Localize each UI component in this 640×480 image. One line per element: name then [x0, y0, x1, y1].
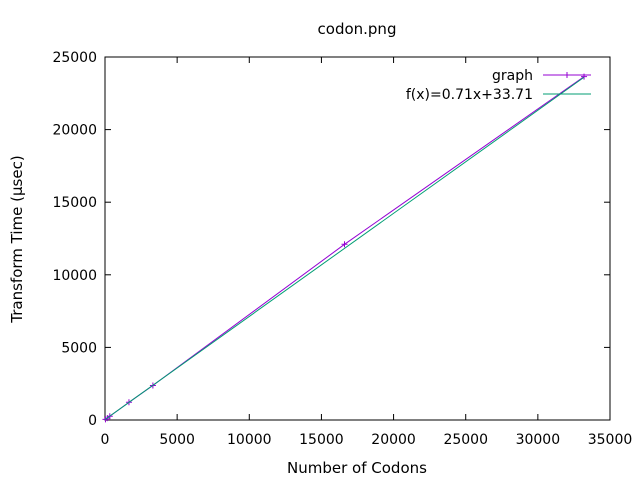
x-tick-label: 25000	[443, 432, 488, 448]
x-axis-label: Number of Codons	[287, 459, 427, 477]
y-tick-label: 20000	[52, 123, 97, 139]
plot-frame	[104, 56, 611, 421]
legend: graph f(x)=0.71x+33.71	[406, 68, 591, 103]
x-tick-label: 5000	[159, 432, 195, 448]
legend-label-0: graph	[492, 68, 533, 84]
x-tick-label: 20000	[371, 432, 416, 448]
legend-marker-0	[564, 72, 570, 78]
y-axis-label: Transform Time (µsec)	[8, 155, 26, 323]
y-tick-label: 10000	[52, 268, 97, 284]
series-layer	[102, 73, 588, 423]
x-tick-label: 10000	[227, 432, 272, 448]
x-axis: 0 5000 10000 15000 20000 25000 30000 35000	[101, 57, 633, 448]
series-line-1	[104, 76, 585, 420]
x-tick-label: 15000	[299, 432, 344, 448]
y-axis: 0 5000 10000 15000 20000 25000	[52, 50, 610, 429]
x-tick-label: 30000	[516, 432, 561, 448]
x-tick-label: 35000	[588, 432, 633, 448]
legend-label-1: f(x)=0.71x+33.71	[406, 87, 533, 103]
x-tick-label: 0	[101, 432, 110, 448]
chart-title: codon.png	[318, 20, 397, 38]
data-point	[341, 241, 348, 248]
y-tick-label: 25000	[52, 50, 97, 66]
y-tick-label: 0	[88, 413, 97, 429]
y-tick-label: 5000	[61, 340, 97, 356]
y-tick-label: 15000	[52, 195, 97, 211]
